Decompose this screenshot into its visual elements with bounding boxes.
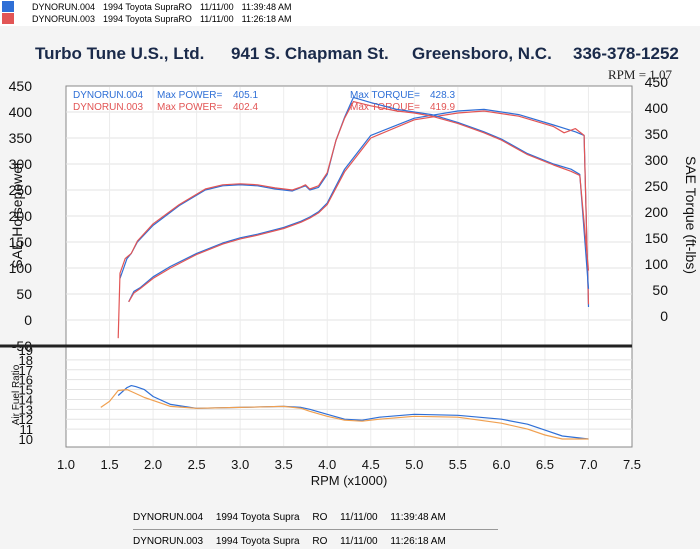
run-color-swatch [2, 13, 14, 24]
x-tick-label: 4.5 [362, 457, 380, 472]
x-tick-label: 2.0 [144, 457, 162, 472]
shop-city: Greensboro, N.C. [412, 44, 552, 63]
x-axis-title: RPM (x1000) [311, 473, 388, 488]
top-legend-row: DYNORUN.004 1994 Toyota SupraRO 11/11/00… [0, 0, 300, 13]
y2-tick-label: 250 [645, 178, 669, 194]
top-legend: DYNORUN.004 1994 Toyota SupraRO 11/11/00… [0, 0, 700, 26]
series-line-torque [117, 100, 590, 339]
x-tick-label: 1.0 [57, 457, 75, 472]
company-name: Turbo Tune U.S., Ltd. [35, 44, 205, 63]
run-time: 11:39:48 AM [241, 1, 292, 12]
y-tick-label: 200 [9, 208, 33, 224]
afr-y-tick-label: 11 [20, 422, 34, 437]
y2-tick-label: 50 [652, 282, 668, 298]
run-time: 11:26:18 AM [241, 13, 292, 24]
series-line-power [128, 110, 590, 305]
y-tick-label: 100 [9, 260, 33, 276]
afr-y-tick-label: 18 [19, 353, 33, 368]
afr-y-tick-label: 12 [19, 412, 33, 427]
y2-axis-title: SAE Torque (ft-lbs) [683, 156, 699, 274]
footer-date: 11/11/00 [340, 512, 378, 523]
annotation-power-label: Max POWER= [157, 90, 222, 101]
annotation-power-value: 402.4 [233, 102, 258, 113]
x-tick-label: 5.5 [449, 457, 467, 472]
y2-tick-label: 0 [660, 308, 668, 324]
run-color-swatch [2, 1, 14, 12]
y2-tick-label: 350 [645, 126, 669, 142]
shop-phone: 336-378-1252 [573, 44, 679, 63]
y2-tick-label: 300 [645, 152, 669, 168]
top-legend-row: DYNORUN.003 1994 Toyota SupraRO 11/11/00… [0, 12, 300, 25]
x-tick-label: 7.5 [623, 457, 641, 472]
afr-y-tick-label: 13 [19, 402, 33, 417]
run-vehicle: 1994 Toyota SupraRO [103, 13, 192, 24]
shop-header: Turbo Tune U.S., Ltd. 941 S. Chapman St.… [0, 44, 700, 70]
annotation-power-label: Max POWER= [157, 102, 222, 113]
afr-series-line [100, 389, 589, 440]
run-vehicle: 1994 Toyota SupraRO [103, 1, 192, 12]
annotation-run: DYNORUN.004 [73, 90, 143, 101]
afr-y-tick-label: 14 [19, 392, 33, 407]
y-tick-label: 300 [9, 156, 33, 172]
y2-tick-label: 450 [645, 74, 669, 90]
annotation-torque-label: Max TORQUE= [350, 90, 420, 101]
y2-tick-label: 200 [645, 204, 669, 220]
footer-vehicle: 1994 Toyota Supra [215, 536, 300, 547]
x-tick-label: 1.5 [100, 457, 118, 472]
afr-y-tick-label: 16 [19, 373, 33, 388]
run-date: 11/11/00 [199, 1, 234, 12]
y-tick-label: 400 [9, 104, 33, 120]
footer-time: 11:39:48 AM [390, 512, 446, 523]
run-file: DYNORUN.004 [32, 1, 96, 12]
footer-time: 11:26:18 AM [390, 536, 446, 547]
series-line-torque [119, 96, 590, 289]
x-tick-label: 3.0 [231, 457, 249, 472]
afr-y-tick-label: 17 [19, 363, 33, 378]
run-date: 11/11/00 [199, 13, 234, 24]
annotation-power-value: 405.1 [233, 90, 258, 101]
footer-run-row: DYNORUN.004 1994 Toyota Supra RO 11/11/0… [133, 512, 456, 523]
x-tick-label: 2.5 [188, 457, 206, 472]
run-file: DYNORUN.003 [32, 13, 96, 24]
x-tick-label: 7.0 [579, 457, 597, 472]
x-tick-label: 5.0 [405, 457, 423, 472]
afr-axis-title: Air Fuel Ratio [11, 364, 22, 425]
y-tick-label: 50 [16, 286, 32, 302]
y2-tick-label: 100 [645, 256, 669, 272]
afr-y-tick-label: 10 [19, 432, 33, 447]
annotation-torque-label: Max TORQUE= [350, 102, 420, 113]
y-tick-label: 150 [9, 234, 33, 250]
x-tick-label: 3.5 [275, 457, 293, 472]
series-line-power [128, 108, 590, 308]
y-tick-label: 250 [9, 182, 33, 198]
rpm-factor: RPM = 1.07 [608, 67, 673, 82]
afr-plot-area [65, 345, 633, 448]
footer-file: DYNORUN.003 [133, 536, 204, 547]
y-tick-label: 450 [9, 78, 33, 94]
x-tick-label: 4.0 [318, 457, 336, 472]
x-tick-label: 6.0 [492, 457, 510, 472]
y2-tick-label: 150 [645, 230, 669, 246]
y2-tick-label: 400 [645, 100, 669, 116]
annotation-run: DYNORUN.003 [73, 102, 143, 113]
footer-vehicle: 1994 Toyota Supra [215, 512, 300, 523]
afr-series-line [117, 385, 589, 440]
y-tick-label: 0 [24, 312, 32, 328]
x-tick-label: 6.5 [536, 457, 554, 472]
annotation-torque-value: 419.9 [430, 102, 455, 113]
afr-y-tick-label: 15 [19, 383, 33, 398]
y-axis-title: SAE Horsepower [9, 161, 25, 269]
footer-code: RO [312, 536, 328, 547]
footer-divider [133, 529, 498, 530]
shop-address: 941 S. Chapman St. [231, 44, 389, 63]
footer-file: DYNORUN.004 [133, 512, 204, 523]
footer-date: 11/11/00 [340, 536, 378, 547]
annotation-torque-value: 428.3 [430, 90, 455, 101]
y-tick-label: 350 [9, 130, 33, 146]
footer-run-row: DYNORUN.003 1994 Toyota Supra RO 11/11/0… [133, 536, 456, 547]
footer-code: RO [312, 512, 328, 523]
